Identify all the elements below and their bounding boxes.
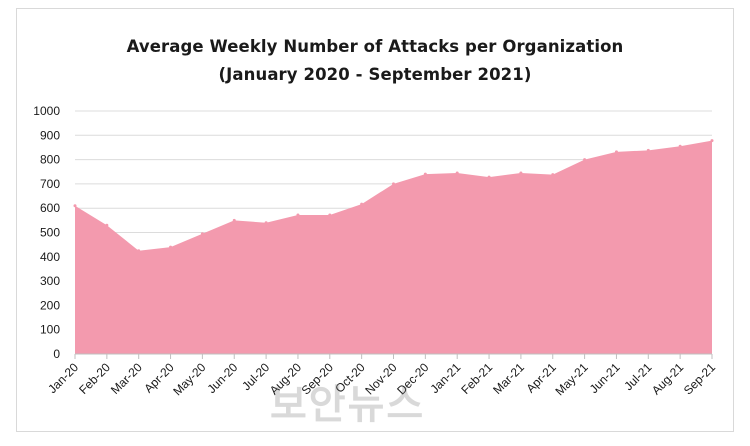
data-point [296, 213, 300, 217]
area-series [75, 140, 712, 354]
data-point [646, 148, 650, 152]
data-point [105, 223, 109, 227]
data-point [487, 175, 491, 179]
x-tick-label: May-21 [553, 360, 591, 398]
x-tick-label: Jun-21 [587, 360, 623, 396]
data-point [551, 173, 555, 177]
data-point [232, 218, 236, 222]
data-point [73, 204, 77, 208]
x-tick-label: Jan-20 [45, 360, 81, 396]
y-tick-label: 600 [40, 201, 60, 215]
data-point [264, 221, 268, 225]
data-point [200, 232, 204, 236]
x-tick-label: Jan-21 [427, 360, 463, 396]
data-point [455, 171, 459, 175]
x-tick-label: Feb-20 [76, 360, 113, 397]
y-tick-label: 900 [40, 128, 60, 142]
y-tick-label: 0 [53, 347, 60, 361]
data-point [392, 182, 395, 186]
data-point [169, 245, 173, 249]
data-point [328, 213, 332, 217]
data-point [614, 150, 618, 154]
x-tick-label: Jun-20 [205, 360, 241, 396]
x-tick-label: Aug-21 [649, 360, 686, 397]
chart-subtitle: (January 2020 - September 2021) [218, 65, 532, 84]
y-tick-label: 300 [40, 274, 60, 288]
y-tick-label: 100 [40, 323, 60, 337]
y-tick-label: 700 [40, 177, 60, 191]
x-tick-label: May-20 [170, 360, 208, 398]
watermark-logo: 보안뉴스 [270, 382, 426, 428]
chart-title: Average Weekly Number of Attacks per Org… [126, 37, 624, 56]
data-point [423, 172, 427, 176]
data-point [678, 144, 682, 148]
x-tick-label: Sep-21 [681, 360, 718, 397]
data-point [519, 171, 523, 175]
data-point [710, 139, 714, 143]
y-tick-label: 500 [40, 226, 60, 240]
data-point [137, 249, 141, 253]
y-tick-label: 800 [40, 153, 60, 167]
x-tick-label: Feb-21 [458, 360, 495, 397]
y-tick-label: 200 [40, 298, 60, 312]
data-point [583, 158, 587, 162]
y-tick-label: 400 [40, 250, 60, 264]
y-tick-label: 1000 [33, 104, 60, 118]
x-tick-label: Mar-20 [108, 360, 145, 397]
data-point [360, 202, 364, 206]
x-tick-label: Mar-21 [490, 360, 527, 397]
